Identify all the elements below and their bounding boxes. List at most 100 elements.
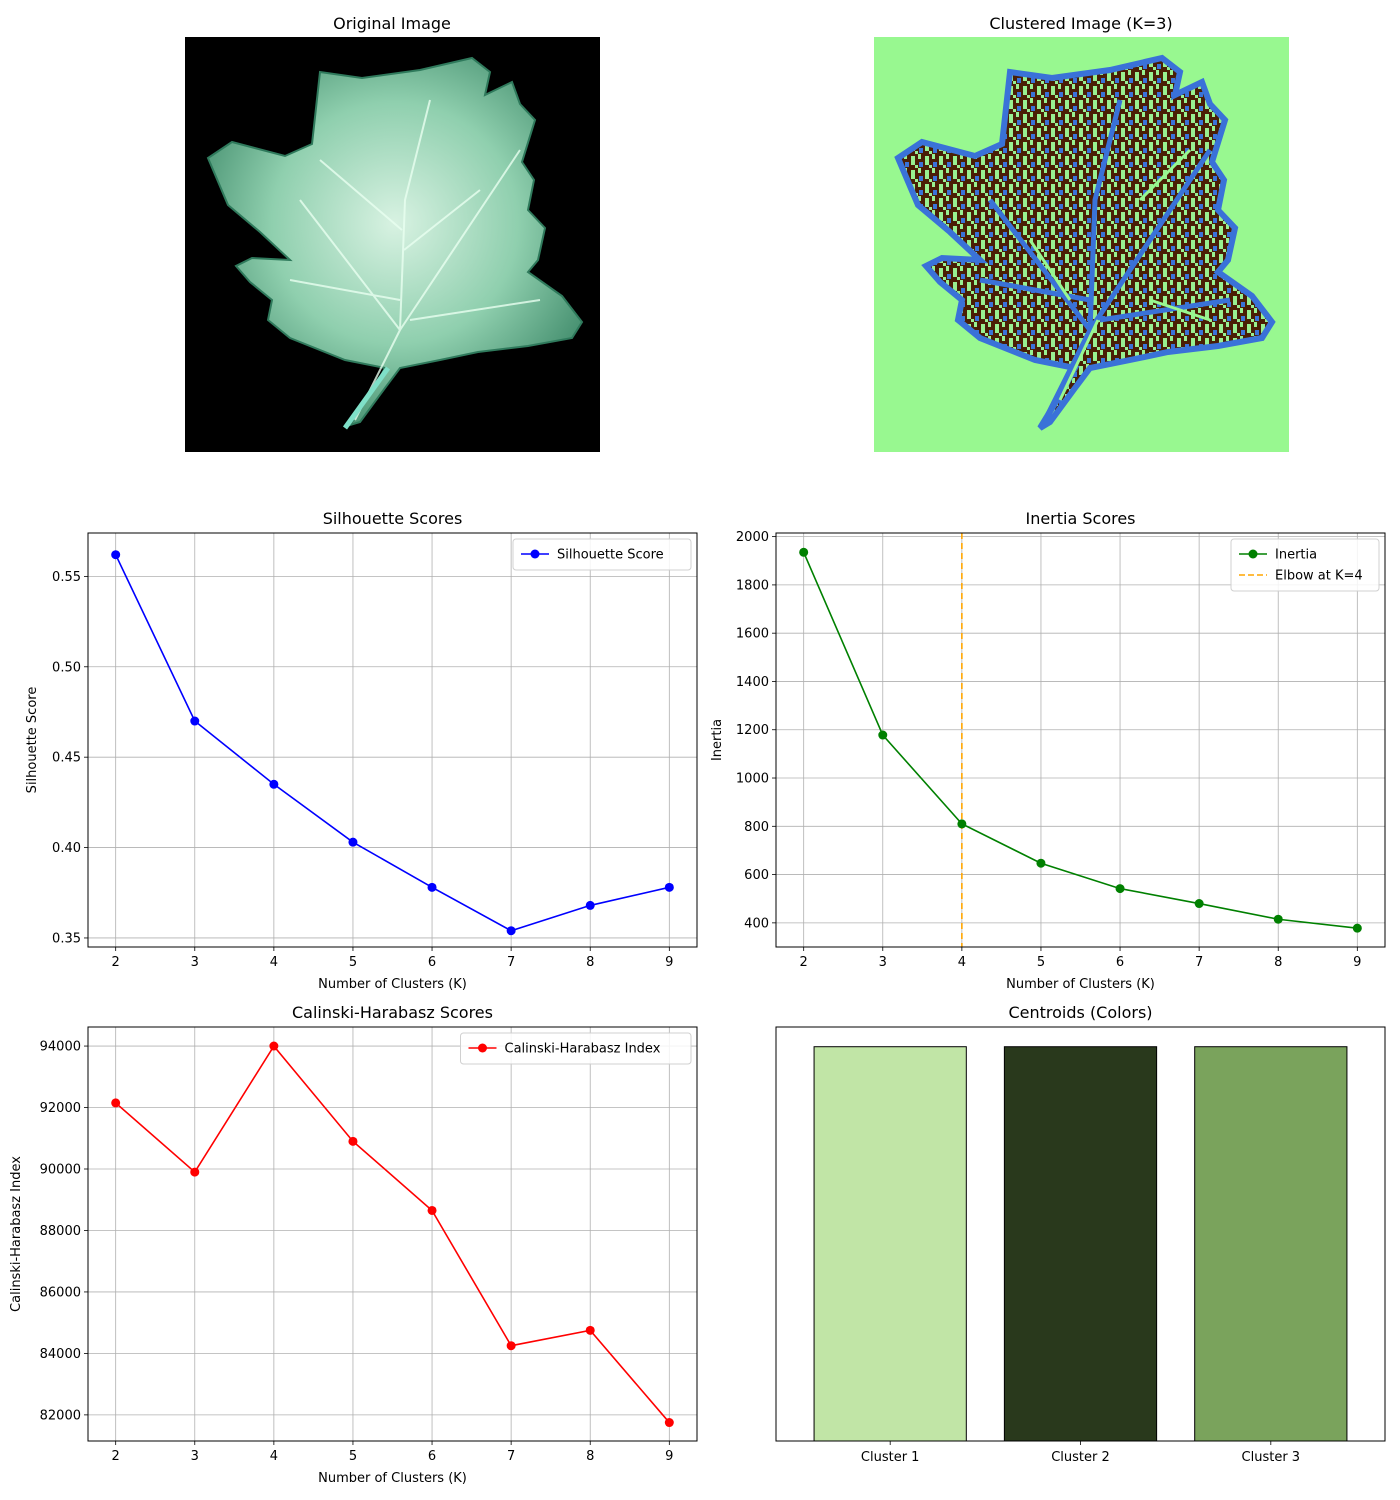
series-line <box>114 554 670 932</box>
axes-frame <box>87 532 698 948</box>
category-label: Cluster 1 <box>861 1450 920 1465</box>
clustered-image-title: Clustered Image (K=3) <box>989 14 1172 33</box>
legend-box <box>512 538 692 571</box>
x-tick-label: 9 <box>1353 955 1361 970</box>
chart-2: Inertia Scores 2 3 4 5 6 7 8 9 400 600 800 1000 1200 1… <box>710 509 1386 992</box>
data-point <box>585 900 595 910</box>
y-tick-label: 2000 <box>736 530 769 545</box>
y-tick-label: 88000 <box>40 1224 81 1239</box>
x-tick-label: 6 <box>428 1449 436 1464</box>
x-tick-label: 3 <box>879 955 887 970</box>
x-tick-label: 8 <box>586 1449 594 1464</box>
data-point <box>111 1098 121 1108</box>
x-tick-label: 2 <box>800 955 808 970</box>
x-tick-label: 9 <box>665 955 673 970</box>
y-tick-label: 0.40 <box>52 841 81 856</box>
leaf-image <box>206 56 584 430</box>
chart-title: Centroids (Colors) <box>1008 1003 1152 1022</box>
y-tick-label: 0.55 <box>52 570 81 585</box>
legend: Calinski-Harabasz Index <box>460 1032 692 1065</box>
data-point <box>664 1418 674 1428</box>
original-image-panel: Original Image <box>185 14 600 452</box>
plots: Silhouette Scores 2 3 4 5 6 7 8 9 0.35 0.40 0.45 0.5… <box>9 509 1386 1486</box>
chart-title: Calinski-Harabasz Scores <box>292 1003 493 1022</box>
y-tick-label: 0.45 <box>52 751 81 766</box>
clustered-image-panel: Clustered Image (K=3) <box>874 14 1289 452</box>
legend-marker <box>530 549 540 559</box>
y-tick-label: 0.50 <box>52 660 81 675</box>
x-tick-label: 6 <box>428 955 436 970</box>
data-point <box>506 1341 516 1351</box>
category-label: Cluster 2 <box>1051 1450 1110 1465</box>
data-point <box>111 550 121 560</box>
y-tick-label: 1600 <box>736 627 769 642</box>
legend: Inertia Elbow at K=4 <box>1230 538 1380 592</box>
data-point <box>1115 884 1125 894</box>
data-point <box>506 926 516 936</box>
axes-frame <box>775 532 1386 948</box>
clustered-leaf <box>894 54 1276 431</box>
x-tick-label: 7 <box>507 1449 515 1464</box>
x-axis-label: Number of Clusters (K) <box>1006 977 1155 992</box>
y-tick-label: 92000 <box>40 1101 81 1116</box>
x-tick-label: 5 <box>349 1449 357 1464</box>
y-axis-label: Silhouette Score <box>25 687 40 794</box>
data-point <box>878 730 888 740</box>
chart-3: Calinski-Harabasz Scores 2 3 4 5 6 7 8 9 82000 840… <box>9 1003 698 1486</box>
leaf-veins <box>289 99 541 421</box>
x-axis-label: Number of Clusters (K) <box>318 977 467 992</box>
y-tick-label: 0.35 <box>52 931 81 946</box>
chart-4: Centroids (Colors) Cluster 1 Cluster 2 Clus… <box>775 1003 1386 1465</box>
y-tick-label: 84000 <box>40 1347 81 1362</box>
leaf-shape <box>206 56 584 427</box>
x-tick-label: 4 <box>270 955 278 970</box>
data-point <box>957 819 967 829</box>
x-tick-label: 2 <box>112 1449 120 1464</box>
legend-box <box>460 1032 692 1065</box>
data-point <box>427 1205 437 1215</box>
x-tick-label: 3 <box>191 955 199 970</box>
data-point <box>190 1167 200 1177</box>
data-point <box>427 882 437 892</box>
y-axis-label: Inertia <box>710 719 725 761</box>
x-tick-label: 8 <box>1274 955 1282 970</box>
data-point <box>348 837 358 847</box>
y-tick-label: 400 <box>744 916 769 931</box>
data-point <box>1194 899 1204 909</box>
chart-title: Inertia Scores <box>1025 509 1135 528</box>
y-tick-label: 90000 <box>40 1162 81 1177</box>
data-point <box>799 547 809 557</box>
x-tick-label: 4 <box>270 1449 278 1464</box>
legend-label: Inertia <box>1275 548 1317 563</box>
legend-marker <box>1248 549 1258 559</box>
x-tick-label: 7 <box>1195 955 1203 970</box>
legend-label: Calinski-Harabasz Index <box>505 1042 661 1057</box>
data-point <box>585 1325 595 1335</box>
legend-label: Elbow at K=4 <box>1275 569 1363 584</box>
y-tick-label: 1000 <box>736 772 769 787</box>
x-tick-label: 3 <box>191 1449 199 1464</box>
original-image-title: Original Image <box>333 14 451 33</box>
x-axis-label: Number of Clusters (K) <box>318 1471 467 1486</box>
data-point <box>1273 914 1283 924</box>
y-tick-label: 82000 <box>40 1408 81 1423</box>
data-point <box>269 1041 279 1051</box>
data-point <box>1352 923 1362 933</box>
x-tick-label: 5 <box>1037 955 1045 970</box>
series-line <box>115 1044 670 1424</box>
y-tick-label: 1800 <box>736 578 769 593</box>
y-tick-label: 94000 <box>40 1040 81 1055</box>
x-tick-label: 2 <box>112 955 120 970</box>
data-point <box>664 882 674 892</box>
x-tick-label: 9 <box>665 1449 673 1464</box>
data-point <box>348 1136 358 1146</box>
axes-frame <box>87 1026 698 1442</box>
axes-frame <box>775 1026 1386 1442</box>
x-tick-label: 7 <box>507 955 515 970</box>
y-tick-label: 1200 <box>736 723 769 738</box>
legend-label: Silhouette Score <box>557 548 664 563</box>
y-axis-label: Calinski-Harabasz Index <box>9 1156 24 1312</box>
series-line <box>802 551 1358 929</box>
y-tick-label: 86000 <box>40 1285 81 1300</box>
